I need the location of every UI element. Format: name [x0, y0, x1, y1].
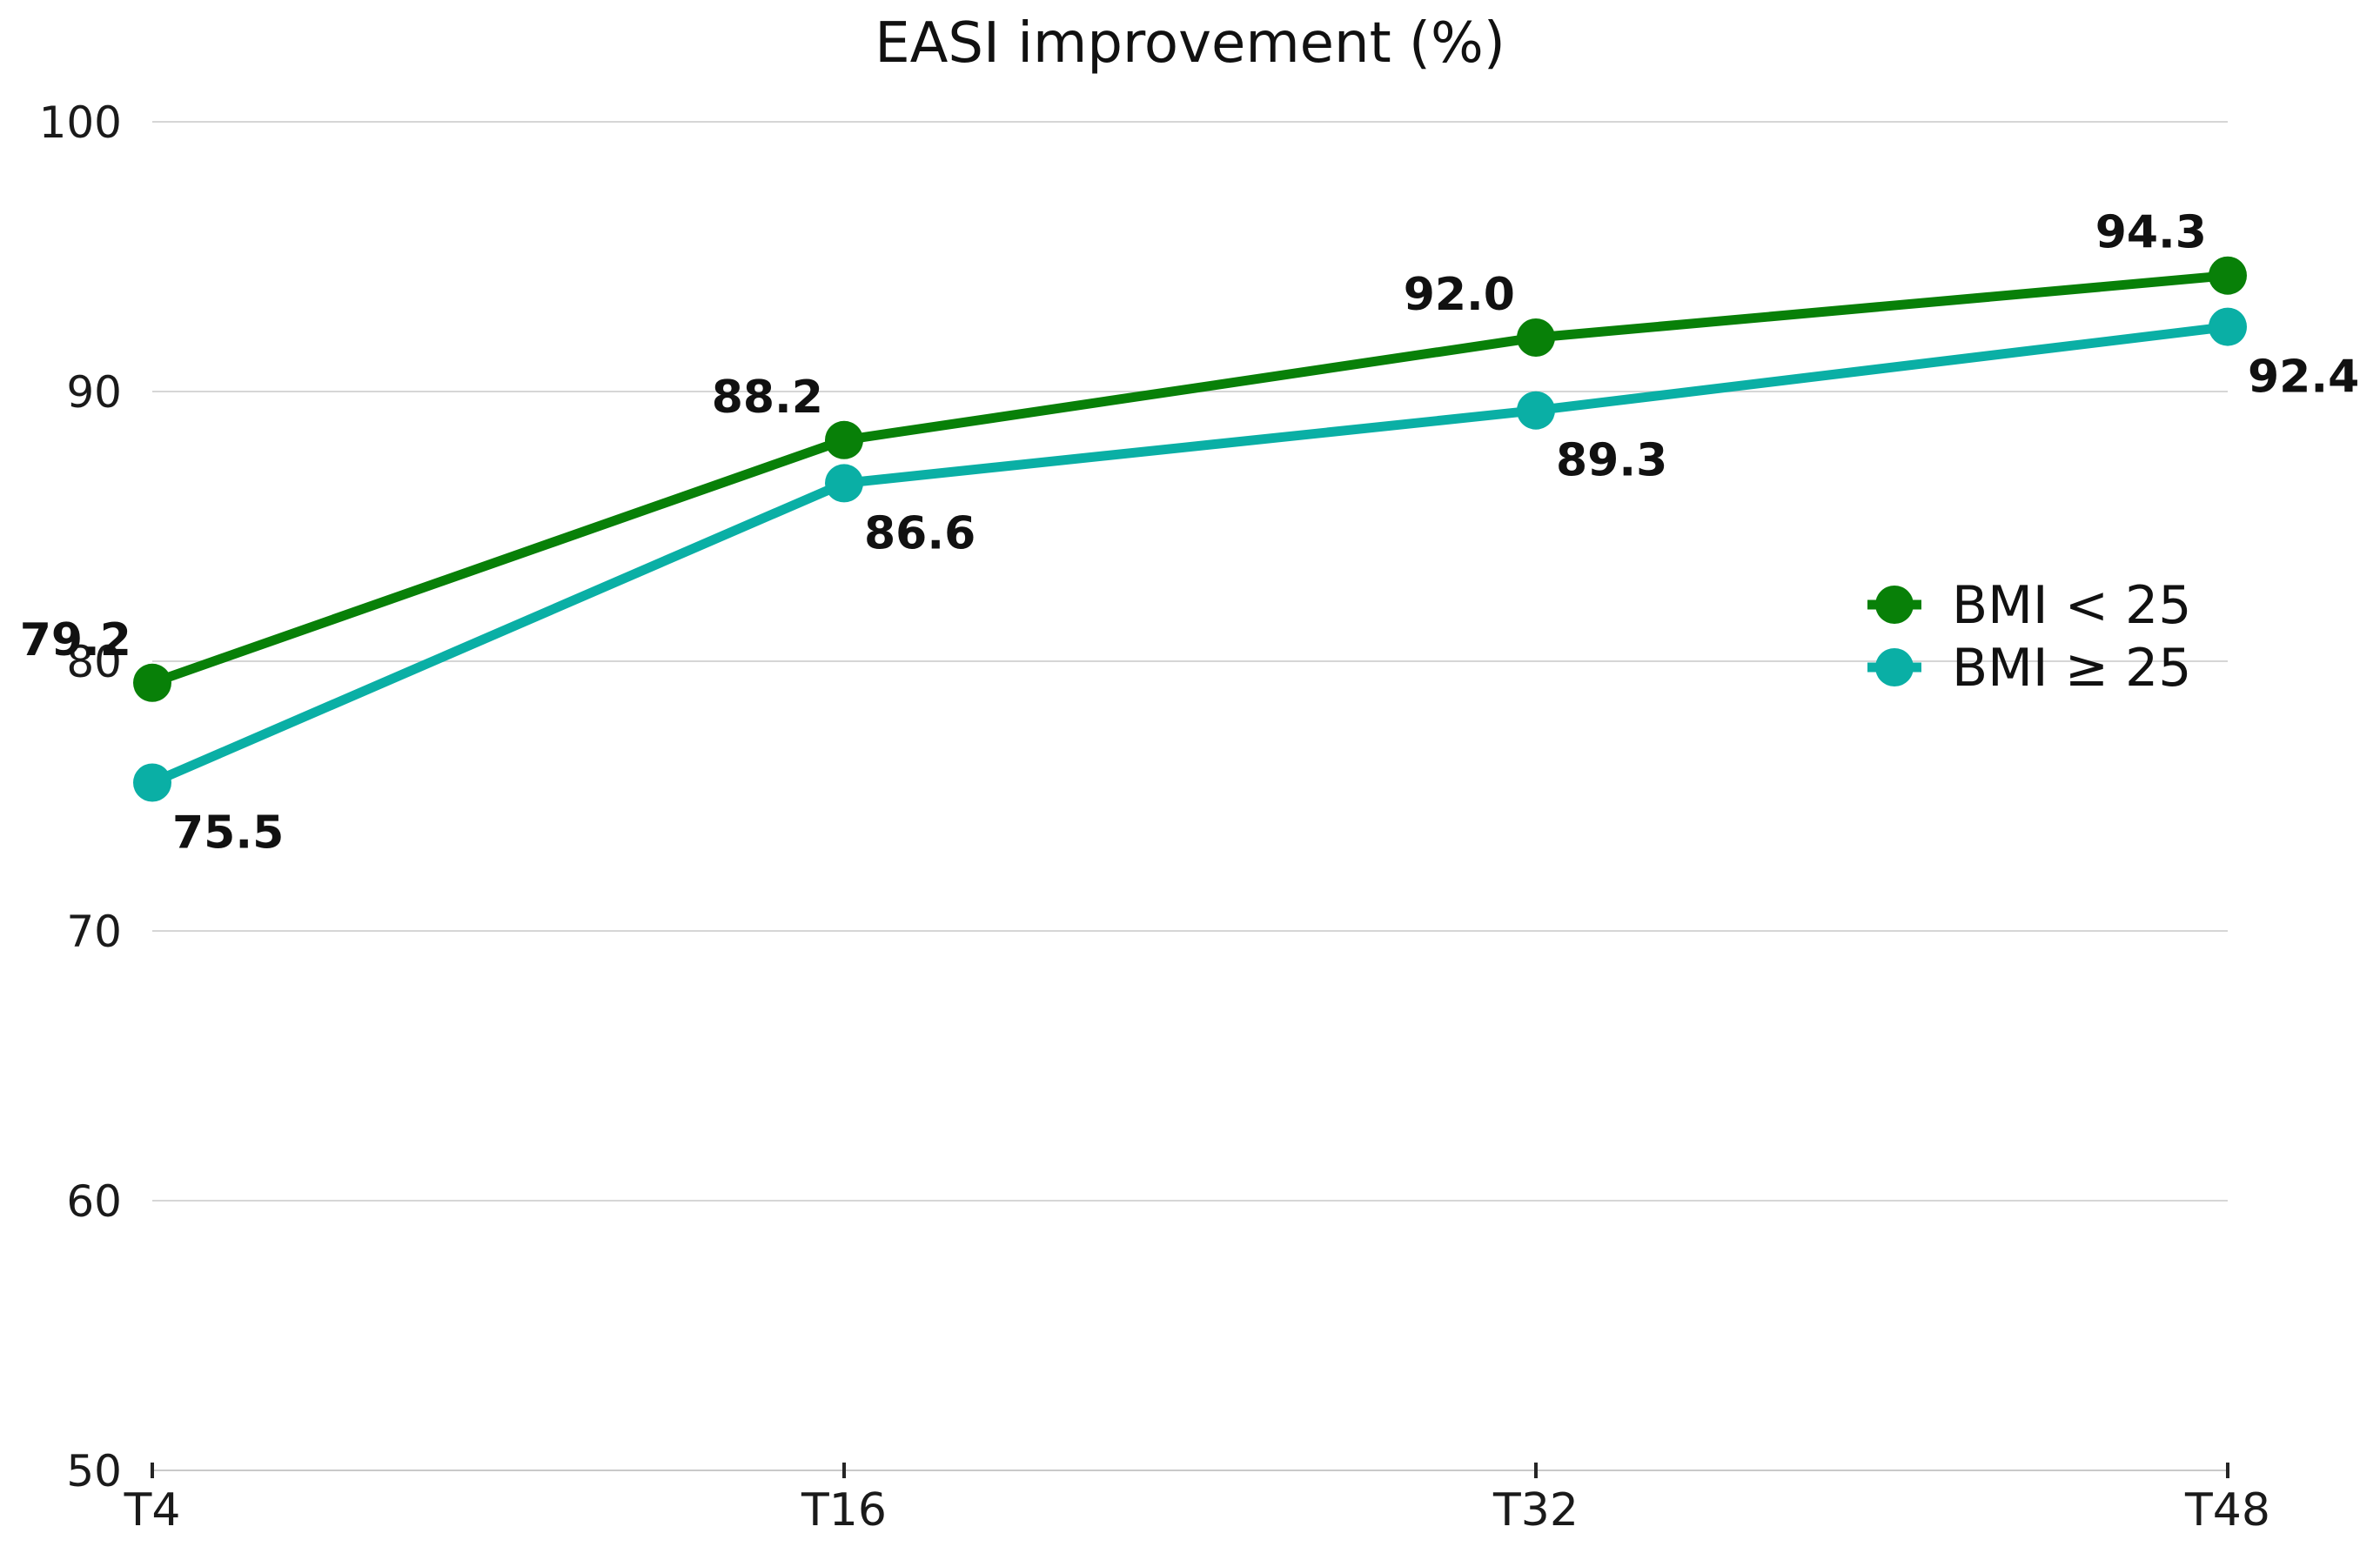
legend-label: BMI ≥ 25	[1952, 638, 2191, 699]
data-point	[825, 420, 863, 459]
data-point-label: 92.4	[2248, 352, 2359, 404]
data-point-label: 75.5	[172, 807, 284, 860]
chart-title: EASI improvement (%)	[875, 11, 1505, 76]
legend-dot-marker-icon	[1875, 586, 1914, 624]
data-point-label: 86.6	[864, 507, 975, 559]
y-axis-tick-label: 90	[66, 367, 122, 418]
y-axis-tick-label: 70	[66, 907, 122, 957]
legend-item: BMI ≥ 25	[1867, 638, 2191, 699]
y-axis-tick-label: 50	[66, 1446, 122, 1496]
data-point	[1517, 391, 1555, 430]
data-point	[1517, 318, 1555, 357]
data-point-label: 88.2	[712, 372, 823, 424]
data-point	[133, 763, 171, 802]
x-axis-tick-label: T48	[2184, 1484, 2270, 1537]
series-line	[147, 271, 2233, 688]
x-axis-tick-label: T32	[1492, 1484, 1579, 1537]
data-point-label: 94.3	[2095, 207, 2207, 259]
y-axis-tick-label: 100	[39, 97, 122, 148]
y-axis-tick-label: 80	[66, 637, 122, 687]
data-point	[825, 464, 863, 503]
data-point-label: 79.2	[20, 614, 131, 666]
legend-dot-marker-icon	[1875, 648, 1914, 686]
legend-item: BMI < 25	[1867, 575, 2191, 636]
y-axis-tick-label: 60	[66, 1176, 122, 1227]
x-axis-tick-label: T4	[124, 1484, 181, 1537]
data-point	[2209, 307, 2247, 346]
data-point	[133, 663, 171, 702]
series-line	[147, 322, 2233, 787]
data-point	[2209, 256, 2247, 295]
data-point-label: 92.0	[1404, 269, 1515, 321]
data-point-label: 89.3	[1556, 435, 1667, 487]
legend-label: BMI < 25	[1952, 575, 2191, 636]
x-axis-tick-label: T16	[801, 1484, 887, 1537]
